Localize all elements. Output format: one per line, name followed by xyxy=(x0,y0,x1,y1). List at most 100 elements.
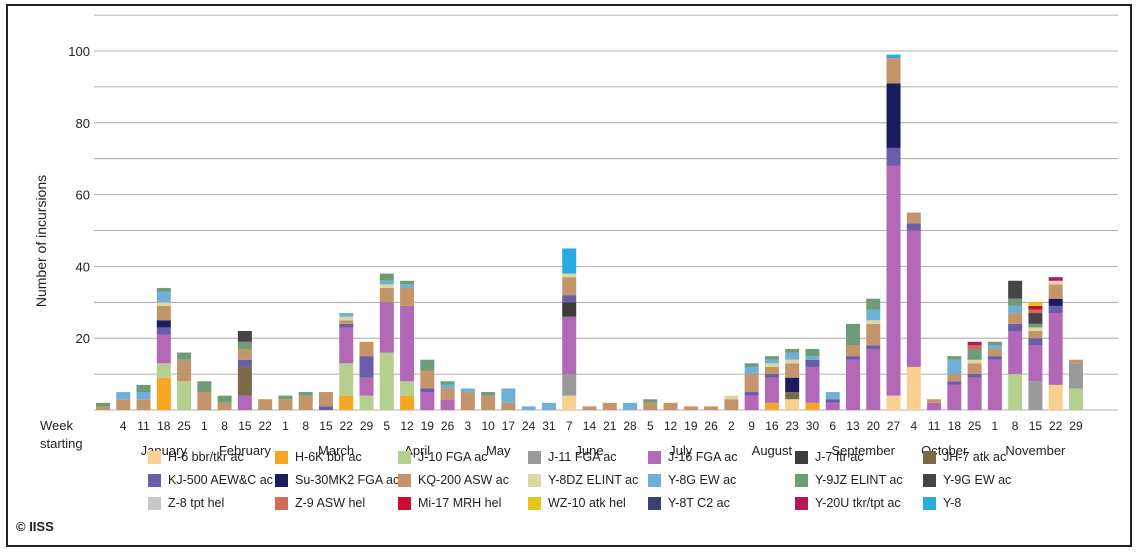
bar-segment xyxy=(339,395,354,410)
legend-label: WZ-10 atk hel xyxy=(548,496,626,510)
legend-item: Z-8 tpt hel xyxy=(148,494,224,512)
bar-segment xyxy=(744,366,759,375)
bar-segment xyxy=(987,341,1002,346)
x-tick-label: 1 xyxy=(992,419,999,433)
legend-swatch xyxy=(398,496,411,510)
bar-segment xyxy=(420,370,435,389)
legend-item: J-16 FGA ac xyxy=(648,448,737,466)
bar-segment xyxy=(217,395,232,403)
bar-segment xyxy=(866,309,881,321)
legend-swatch xyxy=(398,450,411,464)
bar-segment xyxy=(339,323,354,328)
bar-segment xyxy=(339,316,354,321)
bar-segment xyxy=(967,374,982,378)
bar-segment xyxy=(400,287,415,306)
bar-segment xyxy=(987,359,1002,410)
month-label: July xyxy=(669,443,693,458)
x-tick-label: 23 xyxy=(786,419,800,433)
legend-item: KQ-200 ASW ac xyxy=(398,471,509,489)
bar-segment xyxy=(1028,309,1043,314)
bar-segment xyxy=(623,402,638,410)
legend-swatch xyxy=(795,450,808,464)
y-tick-label: 20 xyxy=(76,331,90,346)
bar-segment xyxy=(1028,305,1043,310)
legend-swatch xyxy=(148,473,161,487)
bar-segment xyxy=(562,273,577,278)
bar-segment xyxy=(400,305,415,382)
bar-segment xyxy=(805,356,820,360)
x-tick-label: 18 xyxy=(948,419,962,433)
legend-item: WZ-10 atk hel xyxy=(528,494,626,512)
bar-segment xyxy=(1068,359,1083,364)
x-tick-label: 13 xyxy=(846,419,860,433)
x-tick-label: 25 xyxy=(968,419,982,433)
legend-swatch xyxy=(528,496,541,510)
x-tick-label: 16 xyxy=(765,419,779,433)
bar-segment xyxy=(744,374,759,393)
x-tick-label: 22 xyxy=(340,419,354,433)
bar-segment xyxy=(562,277,577,296)
bar-segment xyxy=(1048,284,1063,299)
bar-segment xyxy=(420,359,435,371)
legend-item: Y-8G EW ac xyxy=(648,471,736,489)
bar-segment xyxy=(886,395,901,410)
bar-segment xyxy=(481,392,496,396)
legend-label: Y-9JZ ELINT ac xyxy=(815,473,903,487)
bar-segment xyxy=(927,399,942,403)
legend-item: H-6K bbr ac xyxy=(275,448,362,466)
x-tick-label: 22 xyxy=(1049,419,1063,433)
bar-segment xyxy=(440,384,455,389)
legend-swatch xyxy=(648,473,661,487)
x-tick-label: 11 xyxy=(928,419,941,433)
bar-segment xyxy=(825,392,840,400)
bar-segment xyxy=(156,291,171,303)
bar-segment xyxy=(1028,331,1043,339)
bar-segment xyxy=(886,165,901,396)
bar-segment xyxy=(744,395,759,410)
legend-swatch xyxy=(795,496,808,510)
bar-segment xyxy=(237,395,252,410)
bar-segment xyxy=(136,384,151,393)
bar-segment xyxy=(845,359,860,410)
x-tick-label: 8 xyxy=(302,419,309,433)
legend-item: Y-8DZ ELINT ac xyxy=(528,471,638,489)
credit-label: © IISS xyxy=(16,519,54,534)
bar-segment xyxy=(987,356,1002,360)
bar-segment xyxy=(927,402,942,410)
bar-segment xyxy=(967,377,982,410)
bar-segment xyxy=(1008,313,1023,324)
bar-segment xyxy=(339,327,354,364)
bar-segment xyxy=(1068,388,1083,410)
bar-segment xyxy=(440,381,455,385)
bar-segment xyxy=(1008,305,1023,314)
bar-segment xyxy=(663,402,678,410)
x-tick-label: 22 xyxy=(258,419,272,433)
legend-swatch xyxy=(148,496,161,510)
bar-segment xyxy=(156,287,171,292)
legend-label: Y-8T C2 ac xyxy=(668,496,730,510)
x-tick-label: 1 xyxy=(282,419,289,433)
bar-segment xyxy=(237,359,252,367)
bar-segment xyxy=(764,363,779,367)
x-tick-label: 8 xyxy=(221,419,228,433)
bar-segment xyxy=(237,348,252,360)
bar-segment xyxy=(237,331,252,342)
bar-segment xyxy=(967,348,982,360)
legend-label: Y-8 xyxy=(943,496,962,510)
x-tick-label: 15 xyxy=(1029,419,1043,433)
bar-segment xyxy=(1028,381,1043,410)
bar-segment xyxy=(886,83,901,148)
bar-segment xyxy=(237,366,252,396)
x-tick-label: 12 xyxy=(400,419,414,433)
legend-item: Y-9G EW ac xyxy=(923,471,1011,489)
x-tick-label: 28 xyxy=(623,419,637,433)
bar-segment xyxy=(845,323,860,346)
bar-segment xyxy=(359,377,374,396)
x-tick-label: 20 xyxy=(867,419,881,433)
bar-segment xyxy=(258,399,273,410)
bar-segment xyxy=(562,316,577,375)
bar-segment xyxy=(785,348,800,353)
bar-segment xyxy=(947,359,962,375)
bar-segment xyxy=(805,348,820,357)
